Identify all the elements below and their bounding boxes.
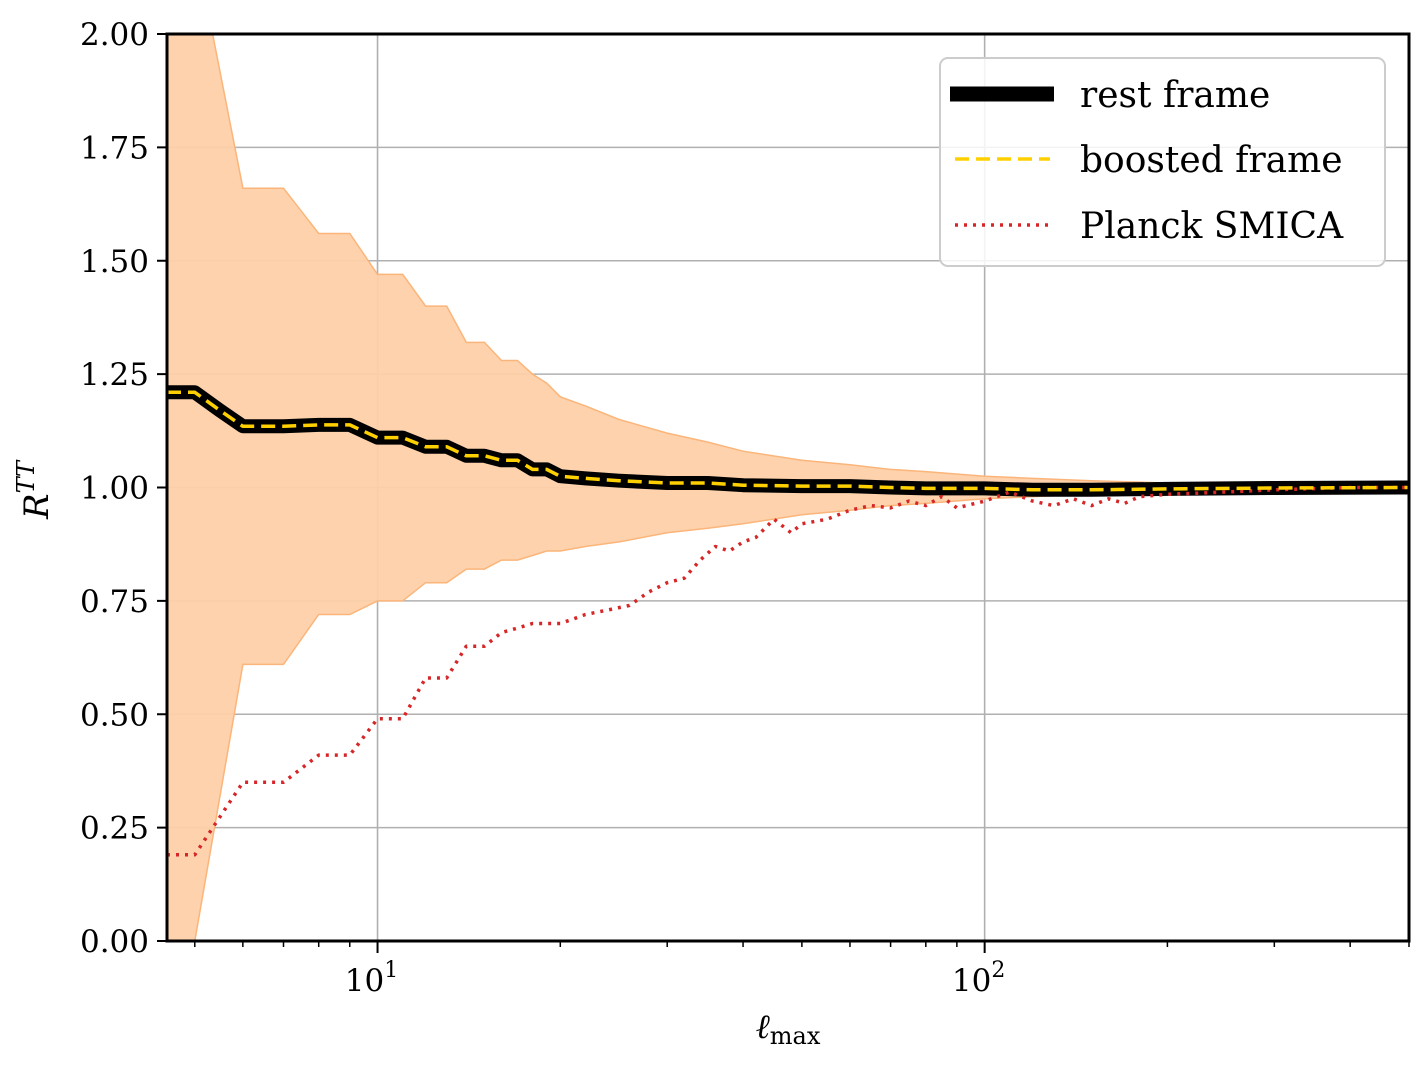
y-tick-label: 0.25 xyxy=(80,811,149,847)
series-line-boosted-frame xyxy=(167,390,1409,492)
y-tick-label: 0.75 xyxy=(80,584,149,620)
axis-ticks xyxy=(157,33,1410,953)
y-tick-label: 1.25 xyxy=(80,357,149,393)
legend-label-planck-smica: Planck SMICA xyxy=(1080,206,1344,247)
legend-label-rest-frame: rest frame xyxy=(1080,75,1270,116)
y-tick-label: 1.50 xyxy=(80,244,149,280)
y-axis-label: RTT xyxy=(12,459,57,520)
y-tick-label: 1.75 xyxy=(80,130,149,166)
legend: rest frame boosted frame Planck SMICA xyxy=(939,57,1386,267)
series-line-planck-smica xyxy=(167,485,1409,857)
series-layer xyxy=(167,385,1409,857)
y-tick-label: 0.50 xyxy=(80,697,149,733)
y-tick-label: 1.00 xyxy=(80,471,149,507)
y-tick-label: 0.00 xyxy=(80,924,149,960)
x-tick-label: 101 xyxy=(345,958,398,999)
legend-box xyxy=(939,57,1386,267)
y-tick-labels: 0.00 0.25 0.50 0.75 1.00 1.25 1.50 1.75 2.00 xyxy=(80,17,149,960)
x-axis-label: ℓmax xyxy=(756,1007,821,1050)
legend-label-boosted-frame: boosted frame xyxy=(1080,140,1343,181)
y-tick-label: 2.00 xyxy=(80,17,149,53)
x-tick-label: 102 xyxy=(952,958,1005,999)
x-tick-labels: 101 102 xyxy=(345,958,1006,999)
